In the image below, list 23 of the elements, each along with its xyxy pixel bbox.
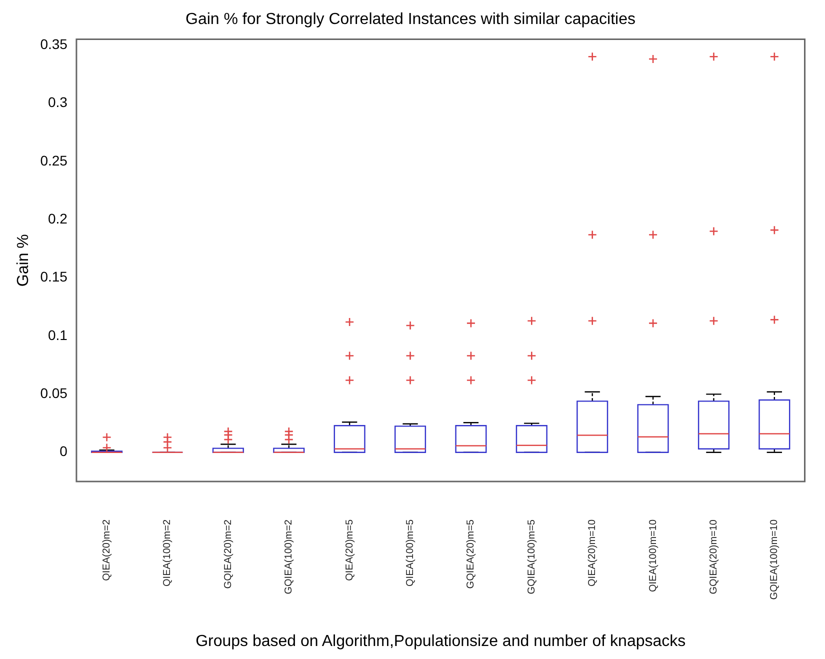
x-tick-label: GQIEA(20)m=10 <box>708 519 720 594</box>
y-tick-label: 0.35 <box>40 36 68 52</box>
x-tick-label: QIEA(100)m=10 <box>648 519 659 592</box>
x-tick-label: GQIEA(20)m=2 <box>222 519 234 589</box>
x-tick-label: GQIEA(100)m=2 <box>284 519 295 594</box>
y-tick-label: 0.3 <box>48 94 68 110</box>
y-axis-title: Gain % <box>15 234 32 287</box>
x-tick-label: QIEA(20)m=2 <box>102 519 113 581</box>
x-tick-label: GQIEA(100)m=10 <box>769 519 780 600</box>
x-axis-title: Groups based on Algorithm,Populationsize and number of knapsacks <box>196 632 686 650</box>
y-tick-label: 0.25 <box>40 152 68 168</box>
x-tick-label: QIEA(100)m=5 <box>405 519 416 586</box>
chart-title: Gain % for Strongly Correlated Instances with similar capacities <box>186 11 636 28</box>
x-tick-label: QIEA(20)m=10 <box>587 519 598 586</box>
x-tick-label: GQIEA(20)m=5 <box>466 519 477 589</box>
x-tick-label: QIEA(100)m=2 <box>162 519 174 586</box>
y-tick-label: 0.05 <box>40 385 68 402</box>
y-tick-label: 0.2 <box>48 210 68 226</box>
y-tick-label: 0 <box>60 443 68 460</box>
x-tick-label: GQIEA(100)m=5 <box>526 519 538 594</box>
x-tick-label: QIEA(20)m=5 <box>344 519 356 581</box>
y-tick-label: 0.15 <box>40 268 68 285</box>
y-tick-label: 0.1 <box>48 326 68 343</box>
